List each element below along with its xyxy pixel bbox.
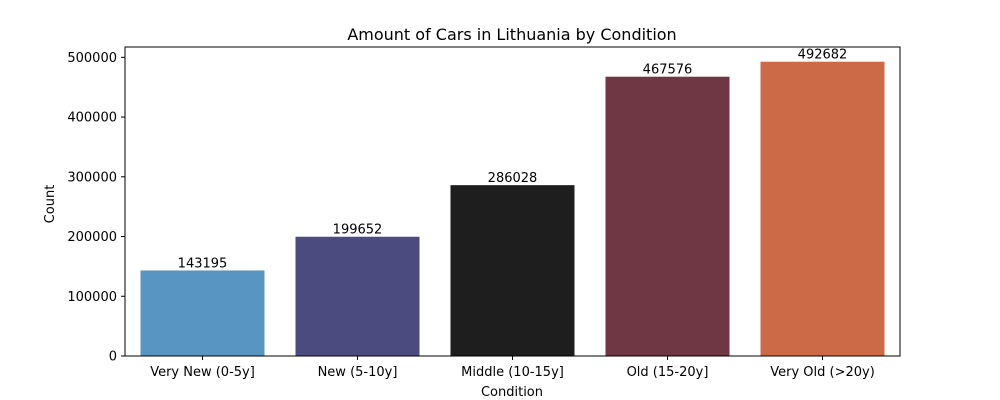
x-tick-label-2: Middle (10-15y] bbox=[461, 365, 564, 380]
y-axis: 0 100000 200000 300000 400000 500000 bbox=[67, 51, 125, 365]
x-tick-label-3: Old (15-20y] bbox=[627, 365, 709, 380]
y-tick-label-3: 300000 bbox=[67, 170, 117, 185]
x-axis: Very New (0-5y] New (5-10y] Middle (10-15y… bbox=[150, 356, 875, 380]
bars-group bbox=[140, 61, 885, 356]
bar-1 bbox=[295, 236, 420, 356]
x-tick-label-0: Very New (0-5y] bbox=[150, 365, 255, 380]
y-tick-label-0: 0 bbox=[109, 350, 117, 365]
plot-frame bbox=[124, 46, 901, 357]
x-tick-label-4: Very Old (>20y) bbox=[770, 365, 875, 380]
chart-title: Amount of Cars in Lithuania by Condition bbox=[347, 25, 676, 44]
y-tick-label-1: 100000 bbox=[67, 290, 117, 305]
y-tick-label-5: 500000 bbox=[67, 51, 117, 66]
data-label-1: 199652 bbox=[333, 223, 383, 238]
y-tick-label-4: 400000 bbox=[67, 111, 117, 126]
bar-2 bbox=[450, 185, 575, 356]
y-tick-label-2: 200000 bbox=[67, 230, 117, 245]
data-label-0: 143195 bbox=[178, 256, 228, 271]
x-axis-label: Condition bbox=[481, 385, 543, 400]
data-label-2: 286028 bbox=[488, 171, 538, 186]
data-labels-group: 143195 199652 286028 467576 492682 bbox=[178, 48, 848, 272]
data-label-3: 467576 bbox=[643, 63, 693, 78]
bar-3 bbox=[605, 76, 730, 356]
bar-4 bbox=[760, 61, 885, 356]
x-tick-label-1: New (5-10y] bbox=[318, 365, 398, 380]
bar-0 bbox=[140, 270, 265, 356]
data-label-4: 492682 bbox=[798, 48, 848, 63]
y-axis-label: Count bbox=[43, 185, 58, 224]
